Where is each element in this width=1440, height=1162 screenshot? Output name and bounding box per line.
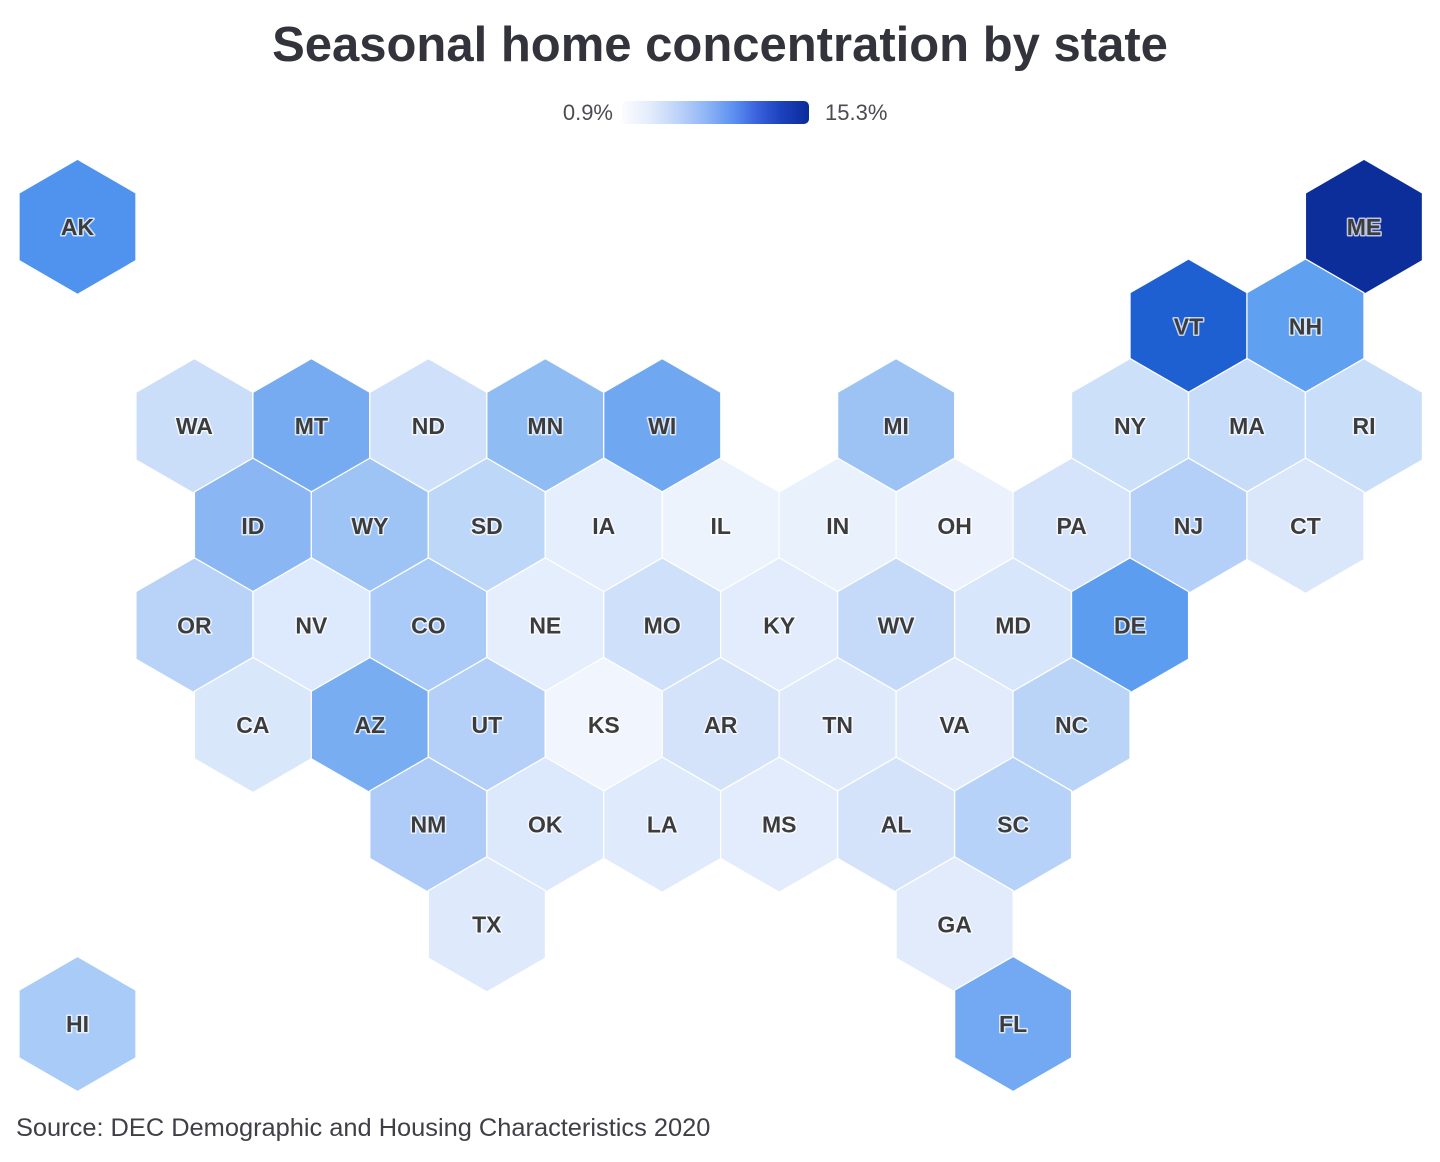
svg-text:AL: AL bbox=[881, 812, 912, 838]
svg-text:NY: NY bbox=[1114, 413, 1146, 439]
svg-text:NH: NH bbox=[1289, 314, 1322, 340]
svg-text:MT: MT bbox=[295, 413, 328, 439]
svg-text:MO: MO bbox=[644, 612, 681, 638]
svg-text:IL: IL bbox=[710, 513, 730, 539]
svg-text:SD: SD bbox=[471, 513, 503, 539]
svg-text:LA: LA bbox=[647, 812, 678, 838]
svg-text:NJ: NJ bbox=[1174, 513, 1203, 539]
svg-text:OR: OR bbox=[177, 612, 212, 638]
svg-text:MS: MS bbox=[762, 812, 797, 838]
svg-text:ME: ME bbox=[1347, 214, 1382, 240]
svg-text:TN: TN bbox=[822, 712, 853, 738]
svg-text:CA: CA bbox=[236, 712, 269, 738]
svg-text:MN: MN bbox=[527, 413, 563, 439]
svg-text:AK: AK bbox=[61, 214, 95, 240]
svg-text:NC: NC bbox=[1055, 712, 1088, 738]
svg-text:CO: CO bbox=[411, 612, 446, 638]
svg-text:NE: NE bbox=[529, 612, 561, 638]
svg-text:OK: OK bbox=[528, 812, 563, 838]
svg-text:TX: TX bbox=[472, 911, 502, 937]
svg-text:OH: OH bbox=[937, 513, 972, 539]
svg-text:KY: KY bbox=[763, 612, 795, 638]
svg-text:DE: DE bbox=[1114, 612, 1146, 638]
svg-text:MA: MA bbox=[1229, 413, 1265, 439]
svg-text:GA: GA bbox=[937, 911, 972, 937]
svg-text:IA: IA bbox=[592, 513, 615, 539]
svg-text:NV: NV bbox=[295, 612, 328, 638]
svg-text:KS: KS bbox=[588, 712, 620, 738]
svg-text:PA: PA bbox=[1056, 513, 1086, 539]
svg-text:HI: HI bbox=[66, 1011, 89, 1037]
svg-text:AR: AR bbox=[704, 712, 738, 738]
svg-text:VA: VA bbox=[939, 712, 969, 738]
svg-text:ID: ID bbox=[241, 513, 264, 539]
svg-text:VT: VT bbox=[1174, 314, 1203, 340]
svg-text:IN: IN bbox=[826, 513, 849, 539]
svg-text:AZ: AZ bbox=[355, 712, 386, 738]
svg-text:WA: WA bbox=[176, 413, 213, 439]
svg-text:ND: ND bbox=[412, 413, 445, 439]
svg-text:UT: UT bbox=[471, 712, 502, 738]
svg-text:WV: WV bbox=[878, 612, 916, 638]
svg-text:MI: MI bbox=[883, 413, 909, 439]
svg-text:MD: MD bbox=[995, 612, 1031, 638]
svg-text:SC: SC bbox=[997, 812, 1029, 838]
svg-text:FL: FL bbox=[999, 1011, 1027, 1037]
svg-text:WY: WY bbox=[351, 513, 388, 539]
svg-text:WI: WI bbox=[648, 413, 676, 439]
svg-text:CT: CT bbox=[1290, 513, 1321, 539]
svg-text:RI: RI bbox=[1353, 413, 1376, 439]
svg-text:NM: NM bbox=[411, 812, 447, 838]
